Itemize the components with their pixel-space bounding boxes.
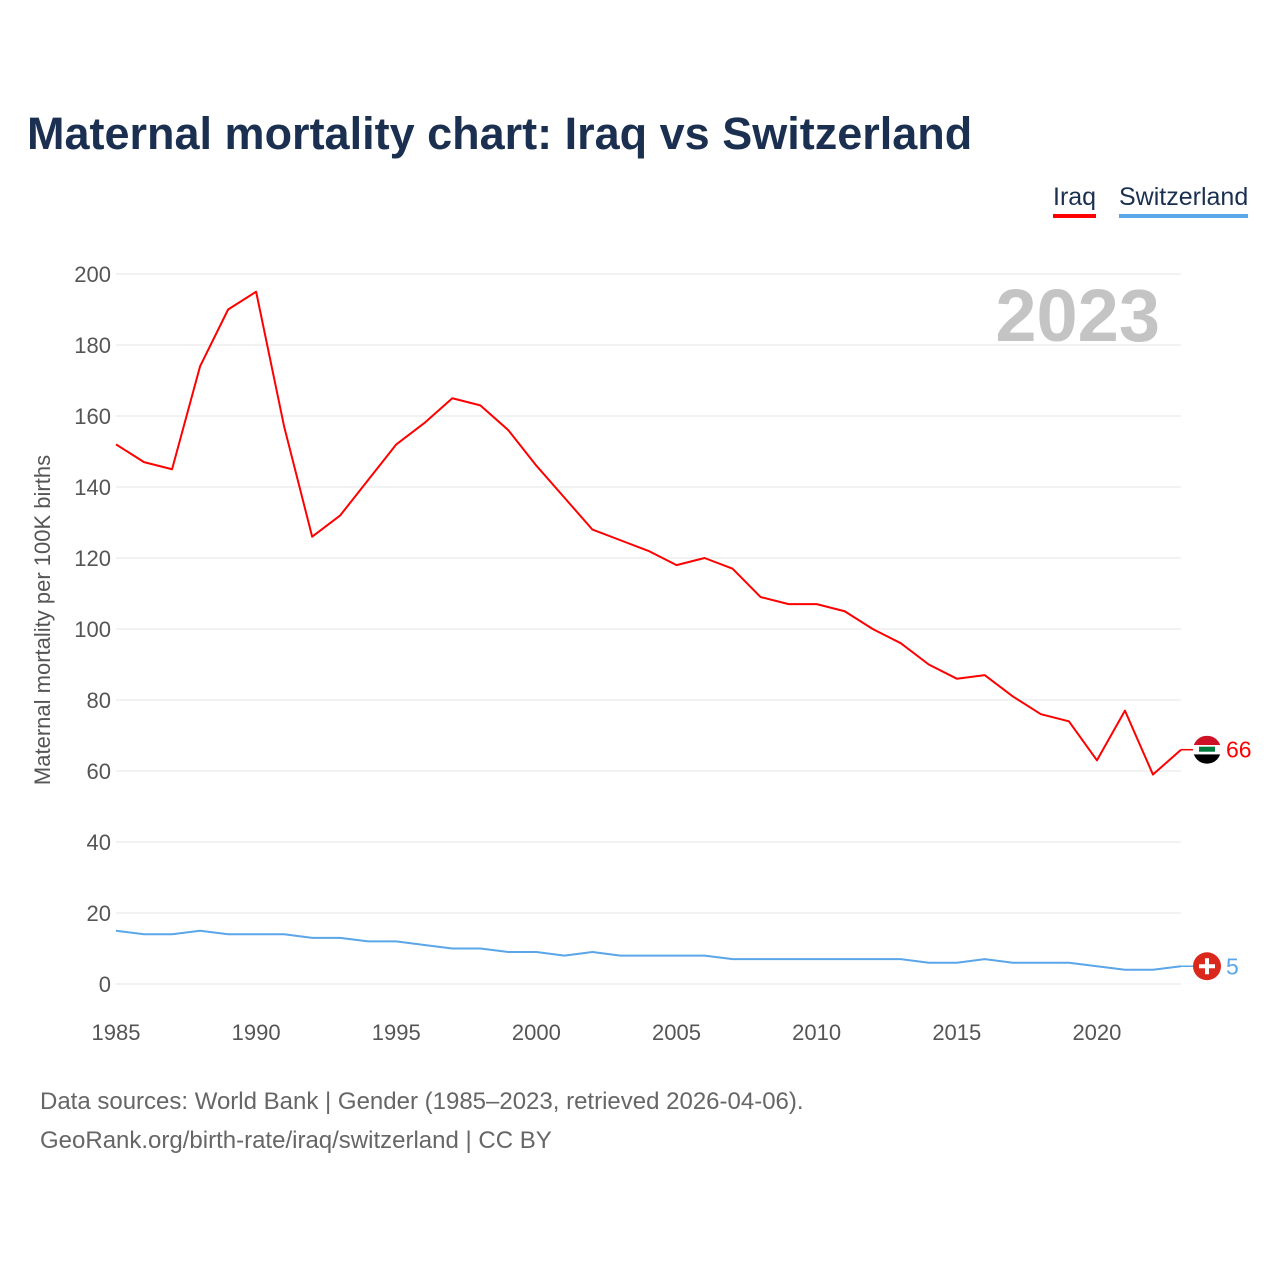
legend-switzerland[interactable]: Switzerland <box>1119 183 1249 218</box>
y-tick-label: 160 <box>74 404 111 429</box>
y-axis-label: Maternal mortality per 100K births <box>30 455 55 785</box>
y-tick-label: 80 <box>87 688 111 713</box>
footer-sources: Data sources: World Bank | Gender (1985–… <box>40 1088 804 1115</box>
x-tick-label: 1995 <box>372 1020 421 1045</box>
x-tick-label: 1990 <box>232 1020 281 1045</box>
x-tick-label: 2015 <box>932 1020 981 1045</box>
year-watermark: 2023 <box>995 274 1160 357</box>
iraq-flag-icon <box>1193 735 1221 764</box>
y-tick-label: 40 <box>87 830 111 855</box>
end-value-label-iraq: 66 <box>1226 737 1252 763</box>
y-tick-label: 120 <box>74 546 111 571</box>
y-tick-label: 180 <box>74 333 111 358</box>
x-tick-label: 2005 <box>652 1020 701 1045</box>
y-tick-label: 200 <box>74 262 111 287</box>
x-tick-label: 1985 <box>92 1020 141 1045</box>
y-tick-label: 0 <box>99 972 111 997</box>
x-tick-label: 2000 <box>512 1020 561 1045</box>
x-tick-label: 2020 <box>1072 1020 1121 1045</box>
flag-cross <box>1199 964 1215 969</box>
end-value-label-switzerland: 5 <box>1226 953 1239 979</box>
series-line-switzerland <box>115 929 1182 971</box>
x-tick-label: 2010 <box>792 1020 841 1045</box>
y-tick-label: 20 <box>87 901 111 926</box>
legend-iraq[interactable]: Iraq <box>1053 183 1097 218</box>
series-line-iraq <box>115 290 1182 776</box>
y-tick-label: 100 <box>74 617 111 642</box>
footer-credit: GeoRank.org/birth-rate/iraq/switzerland … <box>40 1127 552 1154</box>
chart-title: Maternal mortality chart: Iraq vs Switze… <box>27 108 973 159</box>
y-tick-label: 60 <box>87 759 111 784</box>
y-tick-label: 140 <box>74 475 111 500</box>
